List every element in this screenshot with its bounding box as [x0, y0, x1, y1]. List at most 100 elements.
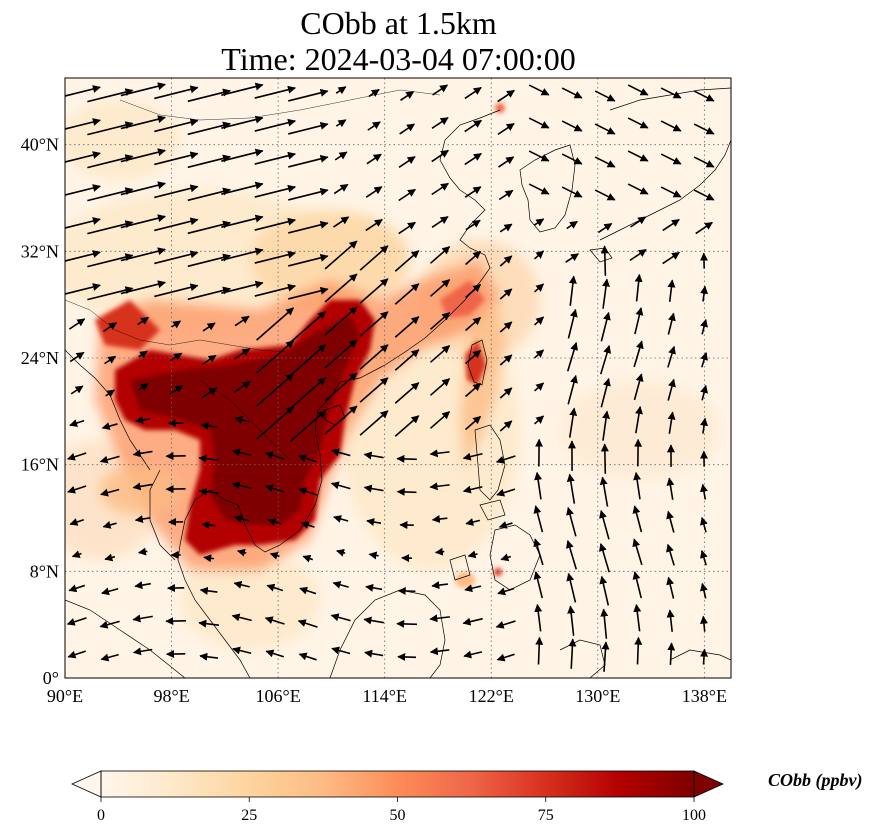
wind-arrow	[533, 538, 544, 566]
wind-arrow	[200, 421, 217, 430]
wind-arrow	[335, 86, 347, 95]
wind-arrow	[601, 641, 610, 672]
wind-arrow	[599, 575, 610, 606]
wind-arrow	[169, 352, 183, 362]
wind-arrow	[198, 487, 219, 496]
wind-arrow	[269, 551, 280, 560]
wind-arrow	[632, 505, 643, 533]
wind-arrow	[187, 121, 231, 136]
axis-ticks: 90°E 98°E 106°E 114°E 122°E 130°E 138°E 0° 8°N 16…	[21, 135, 727, 706]
wind-arrow	[462, 617, 483, 626]
wind-arrow	[429, 246, 451, 264]
wind-arrow	[154, 85, 199, 100]
wind-arrow	[288, 154, 329, 168]
wind-arrow	[667, 345, 676, 368]
wind-arrow	[600, 608, 609, 639]
wind-arrow	[66, 452, 87, 461]
wind-arrow	[332, 216, 350, 228]
wind-arrow	[198, 454, 219, 463]
wind-arrow	[363, 616, 384, 625]
wind-arrow	[367, 121, 381, 131]
wind-arrow	[630, 216, 647, 228]
map-frame	[64, 77, 732, 679]
wind-arrow	[254, 283, 297, 297]
wind-arrow	[359, 410, 389, 436]
wind-arrow	[568, 275, 577, 306]
wind-arrow	[101, 587, 119, 596]
wind-arrow	[700, 417, 709, 434]
wind-arrow	[267, 518, 283, 526]
wind-arrow	[288, 187, 329, 201]
wind-arrow	[660, 186, 682, 198]
wind-arrow	[288, 286, 329, 300]
wind-arrow	[221, 82, 264, 96]
lon-tick-label: 98°E	[153, 686, 189, 706]
wind-arrow	[465, 219, 481, 231]
wind-arrow	[462, 452, 483, 461]
wind-arrow	[700, 549, 708, 566]
wind-arrow	[499, 223, 513, 233]
wind-arrow	[632, 538, 643, 566]
wind-arrow	[65, 217, 101, 229]
wind-arrow	[394, 415, 420, 437]
wind-arrow	[667, 312, 676, 335]
wind-arrow	[429, 378, 451, 396]
wind-arrow	[132, 449, 153, 458]
wind-arrow	[500, 553, 512, 562]
wind-arrow	[254, 250, 297, 264]
wind-arrow	[266, 583, 284, 592]
wind-arrow	[297, 619, 318, 628]
wind-arrow	[396, 619, 418, 628]
wind-arrow	[132, 482, 153, 491]
wind-arrow	[105, 389, 116, 398]
wind-arrow	[566, 473, 576, 504]
colorbar-gradient	[101, 771, 694, 797]
wind-arrow	[594, 189, 616, 201]
wind-arrow	[465, 316, 482, 332]
wind-arrow	[463, 650, 483, 659]
wind-arrow	[431, 182, 449, 196]
wind-arrow	[237, 548, 247, 557]
wind-arrow	[700, 582, 708, 599]
wind-arrow	[120, 181, 166, 196]
wind-arrow	[594, 156, 616, 168]
wind-arrow	[154, 118, 199, 133]
wind-arrow	[288, 220, 329, 234]
wind-arrow	[154, 283, 199, 298]
wind-arrow	[662, 218, 680, 232]
wind-arrow	[366, 518, 382, 526]
wind-arrow	[597, 222, 613, 234]
wind-arrow	[565, 540, 578, 570]
colorbar-max-extend	[693, 770, 724, 798]
colorbar: 0 25 50 75 100	[71, 770, 724, 824]
wind-arrow	[627, 84, 649, 96]
wind-arrow	[330, 613, 351, 622]
wind-arrow	[68, 584, 86, 593]
map-subtitle-time: Time: 2024-03-04 07:00:00	[221, 41, 576, 77]
wind-arrow	[71, 550, 82, 559]
wind-arrow	[254, 118, 297, 132]
wind-arrow	[288, 253, 329, 267]
wind-arrow	[221, 247, 264, 261]
wind-arrow	[137, 547, 148, 556]
wind-arrow	[199, 586, 218, 595]
wind-arrow	[335, 119, 347, 128]
cobb-field	[65, 100, 720, 650]
wind-arrow	[496, 653, 515, 662]
wind-arrow	[168, 384, 184, 396]
wind-arrow	[99, 620, 120, 629]
wind-arrow	[394, 316, 420, 338]
wind-arrow	[120, 214, 166, 229]
wind-arrow	[602, 278, 610, 309]
colorbar-tick-label: 25	[241, 807, 257, 824]
wind-arrow	[429, 411, 451, 429]
wind-arrow	[528, 150, 550, 162]
colorbar-min-extend	[71, 770, 102, 798]
wind-arrow	[666, 543, 675, 566]
wind-arrow	[290, 344, 327, 376]
wind-arrow	[398, 221, 416, 235]
wind-arrow	[429, 345, 451, 363]
wind-arrow	[464, 584, 482, 593]
wind-arrow	[234, 315, 250, 327]
wind-arrow	[495, 455, 516, 464]
